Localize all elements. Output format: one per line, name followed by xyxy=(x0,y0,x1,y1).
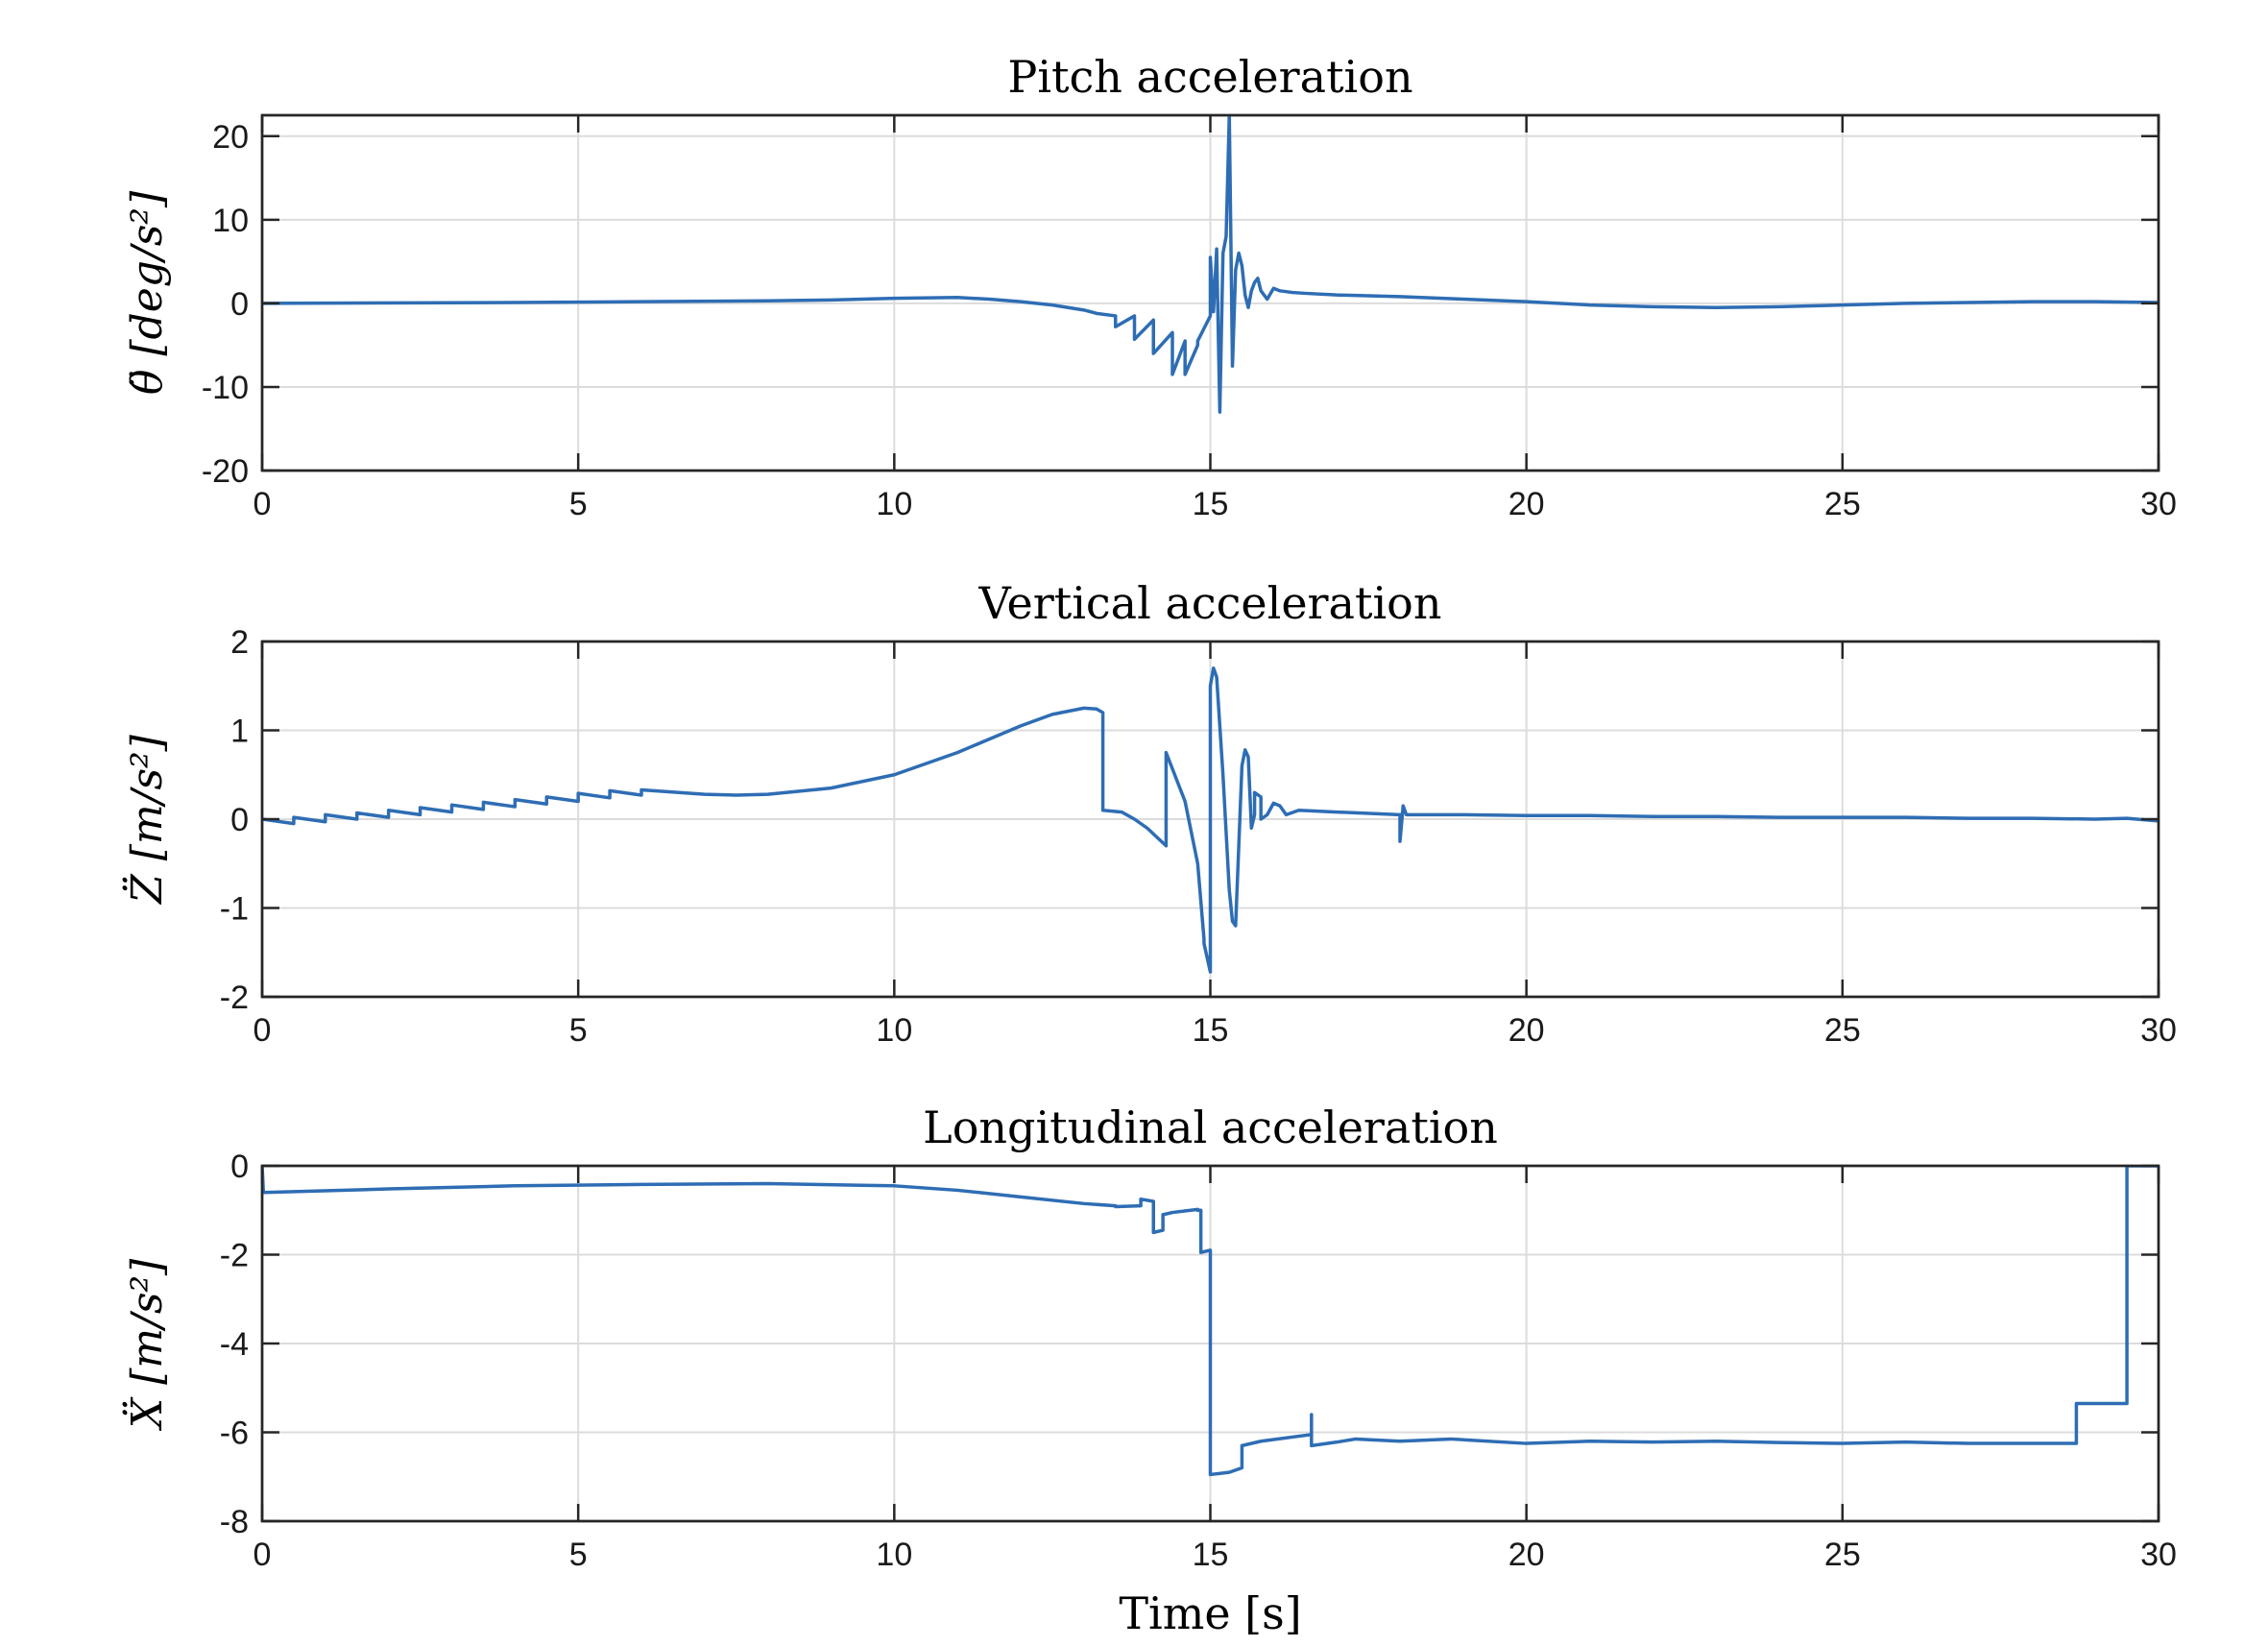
y-axis-label: Z̈ [m/s²] xyxy=(121,734,172,905)
x-tick-label: 20 xyxy=(1508,486,1545,522)
series-line-1 xyxy=(262,1166,2159,1477)
x-tick-label: 5 xyxy=(569,1012,588,1049)
y-axis-label: Ẍ [m/s²] xyxy=(121,1258,172,1431)
y-tick-label: -20 xyxy=(202,453,249,490)
chart-title: Longitudinal acceleration xyxy=(923,1101,1498,1153)
y-tick-label: 2 xyxy=(230,624,249,661)
y-tick-label: 1 xyxy=(230,714,249,750)
x-tick-label: 15 xyxy=(1193,1012,1229,1049)
y-axis-label: θ̈ [deg/s²] xyxy=(123,190,172,395)
y-tick-label: -2 xyxy=(220,980,249,1016)
panel-1: 0 5 10 15 20 25 30 -20 -10 0 10 20 Pitch acceleratio… xyxy=(123,51,2177,522)
x-tick-label: 10 xyxy=(876,1537,912,1573)
y-tick-label: -8 xyxy=(220,1504,249,1540)
x-tick-label: 15 xyxy=(1193,1537,1229,1573)
y-tick-label: -1 xyxy=(220,891,249,928)
x-tick-label: 25 xyxy=(1824,1537,1861,1573)
y-tick-label: 10 xyxy=(212,203,249,239)
y-tick-label: -4 xyxy=(220,1326,249,1363)
x-tick-label: 0 xyxy=(253,486,272,522)
x-tick-label: 20 xyxy=(1508,1012,1545,1049)
y-tick-label: 0 xyxy=(230,286,249,323)
panel-3: 0 5 10 15 20 25 30 -8 -6 -4 -2 0 Longitudinal accele… xyxy=(121,1101,2177,1639)
chart-title: Vertical acceleration xyxy=(978,577,1442,629)
series-line-1 xyxy=(262,115,2159,414)
x-tick-label: 5 xyxy=(569,1537,588,1573)
x-tick-label: 0 xyxy=(253,1537,272,1573)
y-tick-label: 0 xyxy=(230,1149,249,1185)
x-tick-label: 20 xyxy=(1508,1537,1545,1573)
y-tick-label: -10 xyxy=(202,370,249,406)
chart-title: Pitch acceleration xyxy=(1007,51,1412,103)
x-tick-label: 30 xyxy=(2140,1012,2177,1049)
x-axis-label: Time [s] xyxy=(1119,1587,1301,1639)
y-tick-label: 0 xyxy=(230,802,249,838)
x-tick-label: 25 xyxy=(1824,486,1861,522)
x-tick-label: 30 xyxy=(2140,1537,2177,1573)
y-tick-label: -6 xyxy=(220,1416,249,1452)
y-tick-label: 20 xyxy=(212,119,249,156)
x-tick-label: 10 xyxy=(876,1012,912,1049)
x-tick-label: 0 xyxy=(253,1012,272,1049)
y-tick-label: -2 xyxy=(220,1238,249,1274)
x-tick-label: 5 xyxy=(569,486,588,522)
x-tick-label: 30 xyxy=(2140,486,2177,522)
panel-2: 0 5 10 15 20 25 30 -2 -1 0 1 2 Vertical acceleration… xyxy=(121,577,2177,1049)
x-tick-label: 15 xyxy=(1193,486,1229,522)
series-line-1 xyxy=(262,666,2159,974)
x-tick-label: 25 xyxy=(1824,1012,1861,1049)
x-tick-label: 10 xyxy=(876,486,912,522)
